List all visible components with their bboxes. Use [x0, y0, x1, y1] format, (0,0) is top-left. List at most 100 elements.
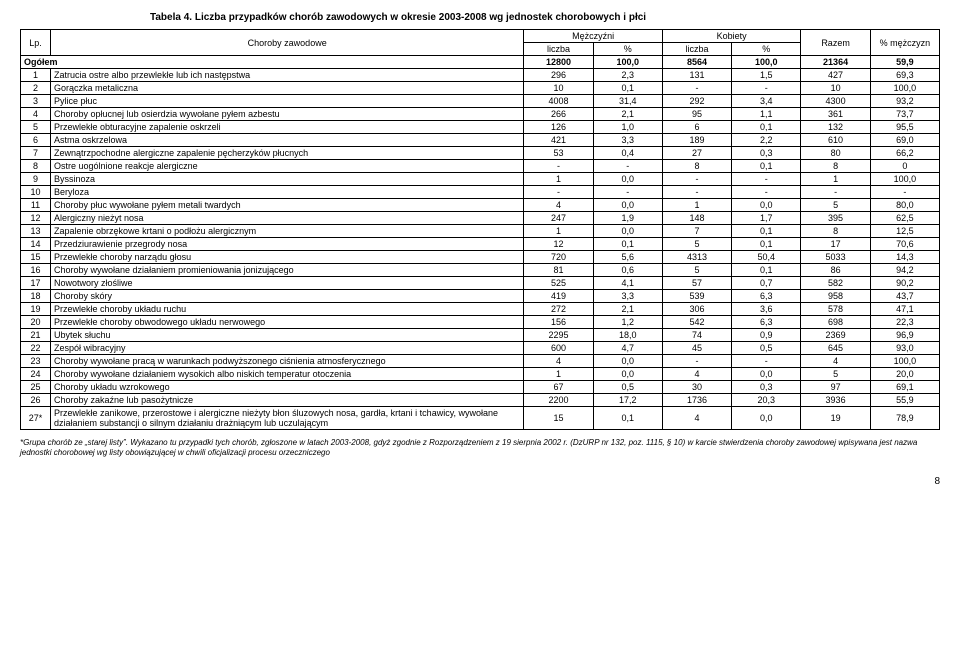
- cell-sum: -: [801, 186, 870, 199]
- cell-lp: 20: [21, 316, 51, 329]
- cell-name: Astma oskrzelowa: [51, 134, 524, 147]
- cell-wn: 292: [662, 95, 731, 108]
- header-women: Kobiety: [662, 30, 801, 43]
- table-row: 19Przewlekłe choroby układu ruchu2722,13…: [21, 303, 940, 316]
- cell-lp: 27*: [21, 407, 51, 430]
- table-row: 18Choroby skóry4193,35396,395843,7: [21, 290, 940, 303]
- cell-sum: 361: [801, 108, 870, 121]
- cell-mn: 1: [524, 225, 593, 238]
- cell-sum: 4: [801, 355, 870, 368]
- table-row: 25Choroby układu wzrokowego670,5300,3976…: [21, 381, 940, 394]
- cell-pm: 100,0: [870, 173, 939, 186]
- cell-name: Alergiczny nieżyt nosa: [51, 212, 524, 225]
- cell-name: Zespół wibracyjny: [51, 342, 524, 355]
- cell-sum: 427: [801, 69, 870, 82]
- cell-sum: 5: [801, 199, 870, 212]
- cell-name: Choroby wywołane działaniem promieniowan…: [51, 264, 524, 277]
- cell-pm: 69,1: [870, 381, 939, 394]
- cell-name: Choroby płuc wywołane pyłem metali tward…: [51, 199, 524, 212]
- cell-wn: 4: [662, 368, 731, 381]
- cell-sum: 80: [801, 147, 870, 160]
- cell-pm: 96,9: [870, 329, 939, 342]
- cell-wn: 6: [662, 121, 731, 134]
- cell-pm: 80,0: [870, 199, 939, 212]
- cell-lp: 25: [21, 381, 51, 394]
- header-disease: Choroby zawodowe: [51, 30, 524, 56]
- header-total: Razem: [801, 30, 870, 56]
- table-row: 27*Przewlekłe zanikowe, przerostowe i al…: [21, 407, 940, 430]
- total-wp: 100,0: [732, 56, 801, 69]
- cell-name: Ubytek słuchu: [51, 329, 524, 342]
- cell-wn: 74: [662, 329, 731, 342]
- total-sum: 21364: [801, 56, 870, 69]
- cell-wn: 189: [662, 134, 731, 147]
- cell-wp: 50,4: [732, 251, 801, 264]
- cell-lp: 11: [21, 199, 51, 212]
- cell-lp: 23: [21, 355, 51, 368]
- cell-pm: 69,0: [870, 134, 939, 147]
- cell-lp: 21: [21, 329, 51, 342]
- cell-wp: 6,3: [732, 316, 801, 329]
- cell-mp: 0,0: [593, 355, 662, 368]
- header-men-pct: %: [593, 43, 662, 56]
- cell-mp: 0,1: [593, 82, 662, 95]
- cell-wn: 27: [662, 147, 731, 160]
- cell-lp: 2: [21, 82, 51, 95]
- cell-mp: 0,4: [593, 147, 662, 160]
- table-row: 11Choroby płuc wywołane pyłem metali twa…: [21, 199, 940, 212]
- cell-mp: -: [593, 186, 662, 199]
- header-pct-men: % mężczyzn: [870, 30, 939, 56]
- table-title: Tabela 4. Liczba przypadków chorób zawod…: [150, 12, 940, 23]
- cell-wn: 4313: [662, 251, 731, 264]
- cell-wn: 8: [662, 160, 731, 173]
- cell-mp: 2,3: [593, 69, 662, 82]
- cell-mp: 1,9: [593, 212, 662, 225]
- cell-wp: 20,3: [732, 394, 801, 407]
- cell-name: Zatrucia ostre albo przewlekłe lub ich n…: [51, 69, 524, 82]
- cell-pm: 69,3: [870, 69, 939, 82]
- cell-mn: 421: [524, 134, 593, 147]
- cell-lp: 22: [21, 342, 51, 355]
- table-row: 2Gorączka metaliczna100,1--10100,0: [21, 82, 940, 95]
- cell-wn: 30: [662, 381, 731, 394]
- cell-name: Byssinoza: [51, 173, 524, 186]
- table-row: 7Zewnątrzpochodne alergiczne zapalenie p…: [21, 147, 940, 160]
- footnote: *Grupa chorób ze „starej listy”. Wykazan…: [20, 438, 940, 458]
- cell-sum: 5: [801, 368, 870, 381]
- cell-mp: 3,3: [593, 134, 662, 147]
- cell-wn: 57: [662, 277, 731, 290]
- cell-sum: 86: [801, 264, 870, 277]
- cell-pm: 66,2: [870, 147, 939, 160]
- cell-mp: 0,6: [593, 264, 662, 277]
- cell-sum: 8: [801, 225, 870, 238]
- cell-mn: 126: [524, 121, 593, 134]
- cell-pm: 55,9: [870, 394, 939, 407]
- cell-mn: 53: [524, 147, 593, 160]
- cell-wp: 0,7: [732, 277, 801, 290]
- cell-wp: 1,1: [732, 108, 801, 121]
- cell-name: Choroby układu wzrokowego: [51, 381, 524, 394]
- cell-pm: 14,3: [870, 251, 939, 264]
- cell-mp: 0,1: [593, 238, 662, 251]
- table-row: 14Przedziurawienie przegrody nosa120,150…: [21, 238, 940, 251]
- cell-wn: 45: [662, 342, 731, 355]
- cell-mn: -: [524, 186, 593, 199]
- cell-name: Choroby skóry: [51, 290, 524, 303]
- cell-name: Przewlekłe zanikowe, przerostowe i alerg…: [51, 407, 524, 430]
- header-women-count: liczba: [662, 43, 731, 56]
- cell-mp: 18,0: [593, 329, 662, 342]
- cell-name: Choroby opłucnej lub osierdzia wywołane …: [51, 108, 524, 121]
- cell-wp: 0,3: [732, 147, 801, 160]
- cell-mn: 600: [524, 342, 593, 355]
- cell-lp: 1: [21, 69, 51, 82]
- cell-wp: 0,5: [732, 342, 801, 355]
- cell-sum: 10: [801, 82, 870, 95]
- cell-pm: 93,2: [870, 95, 939, 108]
- cell-lp: 8: [21, 160, 51, 173]
- cell-mp: -: [593, 160, 662, 173]
- cell-pm: 90,2: [870, 277, 939, 290]
- cell-name: Zewnątrzpochodne alergiczne zapalenie pę…: [51, 147, 524, 160]
- cell-lp: 14: [21, 238, 51, 251]
- table-row: 10Beryloza------: [21, 186, 940, 199]
- cell-mp: 0,1: [593, 407, 662, 430]
